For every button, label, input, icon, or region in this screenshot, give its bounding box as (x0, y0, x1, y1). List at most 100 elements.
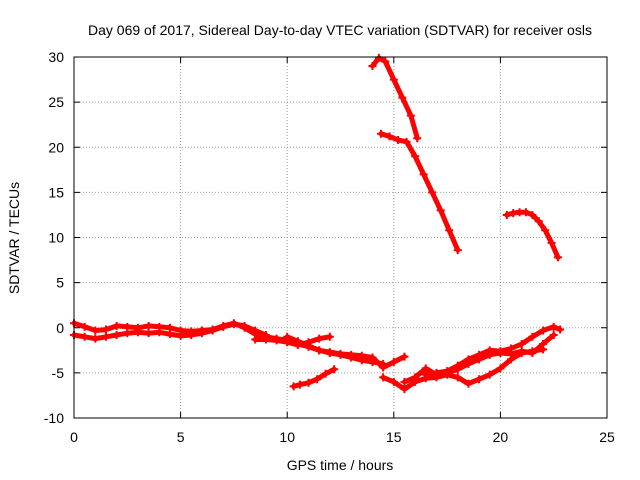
data-point (381, 57, 390, 66)
data-point (240, 321, 249, 330)
data-point (436, 206, 445, 215)
data-point (502, 210, 511, 219)
data-point (549, 322, 558, 331)
data-point (541, 226, 550, 235)
series-line-arc-10 (378, 131, 461, 253)
y-tick-label: 20 (48, 139, 64, 155)
data-point (553, 253, 562, 262)
x-tick-label: 5 (177, 429, 185, 445)
data-point (347, 350, 356, 359)
data-point (419, 170, 428, 179)
data-point (539, 326, 548, 335)
data-point (123, 329, 132, 338)
data-point (144, 321, 153, 330)
data-point (453, 246, 462, 255)
data-point (357, 351, 366, 360)
data-point (295, 380, 304, 389)
y-tick-label: 0 (56, 320, 64, 336)
data-point (251, 326, 260, 335)
grid (74, 57, 607, 418)
data-point (402, 137, 411, 146)
data-point (485, 370, 494, 379)
data-point (389, 358, 398, 367)
chart-title: Day 069 of 2017, Sidereal Day-to-day VTE… (88, 22, 592, 38)
data-point (251, 335, 260, 344)
data-point (464, 379, 473, 388)
data-point (464, 355, 473, 364)
x-tick-label: 10 (279, 429, 295, 445)
data-point (528, 349, 537, 358)
axis-ticks: 0 5 10 15 20 25 -10 -5 0 5 10 15 20 25 30 (44, 49, 615, 445)
data-point (475, 375, 484, 384)
data-point (197, 329, 206, 338)
data-point (432, 368, 441, 377)
data-point (315, 334, 324, 343)
data-point (101, 325, 110, 334)
data-point (377, 129, 386, 138)
data-point (304, 378, 313, 387)
data-point (549, 330, 558, 339)
data-point (534, 217, 543, 226)
data-point (528, 210, 537, 219)
y-axis-label: SDTVAR / TECUs (6, 182, 22, 294)
y-tick-label: 30 (48, 49, 64, 65)
data-point (133, 328, 142, 337)
data-point (475, 350, 484, 359)
data-point (91, 326, 100, 335)
data-point (453, 373, 462, 382)
data-point (112, 321, 121, 330)
y-tick-label: 5 (56, 275, 64, 291)
data-point (289, 382, 298, 391)
data-point (368, 353, 377, 362)
y-tick-label: -10 (44, 410, 64, 426)
x-tick-label: 20 (493, 429, 509, 445)
data-point (374, 53, 383, 62)
y-tick-label: 15 (48, 184, 64, 200)
x-tick-label: 25 (599, 429, 615, 445)
data-point (443, 367, 452, 376)
data-point (187, 330, 196, 339)
data-point (421, 370, 430, 379)
data-point (398, 93, 407, 102)
data-point (389, 377, 398, 386)
data-point (80, 332, 89, 341)
data-point (389, 75, 398, 84)
data-point (321, 369, 330, 378)
data-point (528, 332, 537, 341)
data-point (496, 347, 505, 356)
data-point (428, 188, 437, 197)
data-series (70, 53, 565, 394)
data-point (91, 334, 100, 343)
data-point (496, 364, 505, 373)
data-point (413, 134, 422, 143)
data-point (507, 344, 516, 353)
data-point (379, 363, 388, 372)
data-point (368, 62, 377, 71)
data-point (261, 335, 270, 344)
series-line-arc-11 (504, 209, 561, 260)
data-point (485, 346, 494, 355)
data-point (379, 373, 388, 382)
x-axis-label: GPS time / hours (287, 457, 394, 473)
data-point (165, 330, 174, 339)
data-point (517, 347, 526, 356)
data-point (517, 339, 526, 348)
data-point (219, 322, 228, 331)
data-point (411, 373, 420, 382)
y-tick-label: -5 (52, 365, 65, 381)
data-point (155, 328, 164, 337)
data-point (229, 320, 238, 329)
data-point (325, 332, 334, 341)
data-point (112, 330, 121, 339)
data-point (176, 331, 185, 340)
series-line-arc-6 (380, 346, 546, 392)
x-tick-label: 15 (386, 429, 402, 445)
data-point (406, 111, 415, 120)
series-line-arc-9 (370, 55, 420, 141)
data-point (330, 365, 339, 374)
data-point (80, 322, 89, 331)
data-point (400, 352, 409, 361)
y-tick-label: 25 (48, 94, 64, 110)
data-point (556, 325, 565, 334)
